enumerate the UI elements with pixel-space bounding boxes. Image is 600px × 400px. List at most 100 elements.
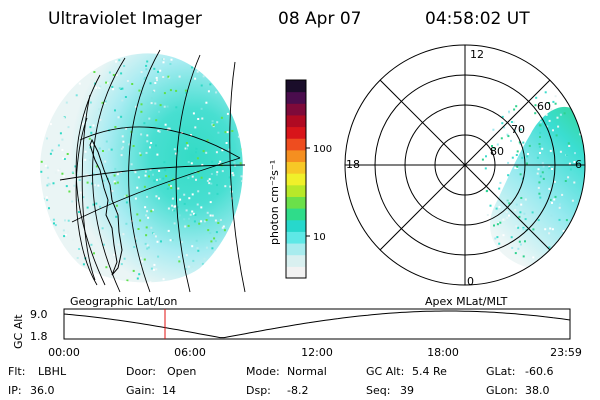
speckle-pixel [153, 89, 156, 92]
speckle-pixel [551, 265, 554, 268]
speckle-pixel [65, 185, 68, 188]
speckle-pixel [550, 214, 553, 217]
speckle-pixel [196, 70, 199, 73]
speckle-pixel [539, 136, 541, 138]
speckle-pixel [186, 144, 189, 147]
speckle-pixel [52, 182, 55, 185]
speckle-pixel [97, 184, 100, 187]
speckle-pixel [112, 88, 115, 91]
speckle-pixel [226, 96, 229, 99]
speckle-pixel [522, 141, 525, 144]
speckle-pixel [136, 277, 139, 280]
polar-panel-label: Apex MLat/MLT [425, 295, 508, 308]
speckle-pixel [84, 114, 87, 117]
altitude-ytick-high: 9.0 [30, 308, 48, 321]
speckle-pixel [89, 101, 92, 104]
speckle-pixel [115, 74, 118, 77]
speckle-pixel [519, 173, 522, 176]
speckle-pixel [175, 106, 178, 109]
speckle-pixel [567, 176, 570, 179]
speckle-pixel [120, 72, 123, 75]
speckle-pixel [517, 247, 520, 250]
speckle-pixel [522, 255, 525, 258]
speckle-pixel [528, 144, 531, 147]
speckle-pixel [78, 82, 81, 85]
speckle-pixel [103, 243, 105, 246]
speckle-pixel [247, 148, 249, 150]
speckle-pixel [168, 183, 171, 186]
speckle-pixel [254, 173, 256, 175]
speckle-pixel [122, 146, 124, 149]
speckle-pixel [513, 108, 516, 111]
speckle-pixel [98, 86, 101, 89]
speckle-pixel [587, 159, 589, 161]
speckle-pixel [197, 171, 200, 174]
speckle-pixel [209, 83, 212, 86]
speckle-pixel [239, 162, 242, 165]
speckle-pixel [195, 147, 198, 150]
speckle-pixel [154, 235, 157, 238]
coastline [89, 138, 123, 276]
speckle-pixel [536, 172, 539, 175]
speckle-pixel [526, 162, 528, 165]
speckle-pixel [224, 185, 227, 188]
speckle-pixel [516, 165, 519, 168]
speckle-pixel [62, 157, 65, 160]
speckle-pixel [496, 223, 499, 226]
speckle-pixel [171, 197, 174, 200]
speckle-pixel [490, 155, 493, 158]
mlat-label-70: 70 [511, 123, 525, 136]
date-label: 08 Apr 07 [278, 9, 361, 29]
speckle-pixel [556, 116, 559, 119]
speckle-pixel [79, 191, 82, 194]
speckle-pixel [185, 142, 188, 144]
speckle-pixel [245, 150, 247, 152]
speckle-pixel [90, 243, 93, 246]
speckle-pixel [191, 193, 194, 196]
speckle-pixel [495, 207, 498, 210]
speckle-pixel [559, 113, 562, 116]
speckle-pixel [62, 116, 65, 119]
speckle-pixel [125, 222, 128, 225]
speckle-pixel [146, 134, 149, 137]
speckle-pixel [46, 199, 49, 202]
speckle-pixel [160, 240, 162, 243]
speckle-pixel [140, 103, 143, 106]
speckle-pixel [190, 134, 192, 137]
speckle-pixel [548, 119, 551, 122]
speckle-pixel [582, 123, 585, 126]
speckle-pixel [573, 227, 576, 230]
speckle-pixel [493, 224, 495, 227]
speckle-pixel [226, 131, 229, 134]
speckle-pixel [155, 195, 158, 198]
status-ip-value: 36.0 [30, 384, 55, 397]
speckle-pixel [135, 105, 138, 108]
speckle-pixel [503, 126, 506, 129]
speckle-pixel [115, 215, 118, 218]
speckle-pixel [173, 205, 176, 208]
speckle-pixel [539, 196, 542, 199]
speckle-pixel [565, 259, 568, 262]
speckle-pixel [126, 80, 129, 82]
speckle-pixel [524, 240, 526, 243]
speckle-pixel [507, 161, 510, 164]
speckle-pixel [153, 179, 156, 182]
speckle-pixel [539, 131, 542, 134]
speckle-pixel [123, 195, 126, 198]
speckle-pixel [506, 133, 509, 136]
colorbar-cell [286, 91, 306, 104]
mlt-label-0: 0 [467, 275, 474, 288]
speckle-pixel [246, 167, 248, 169]
speckle-pixel [515, 105, 518, 108]
speckle-pixel [155, 119, 158, 122]
speckle-pixel [557, 125, 560, 128]
speckle-pixel [574, 152, 576, 155]
colorbar-cell [286, 196, 306, 209]
speckle-pixel [571, 239, 574, 242]
speckle-pixel [183, 218, 186, 221]
speckle-pixel [125, 194, 128, 197]
status-seq-label: Seq: [366, 384, 390, 397]
speckle-pixel [217, 222, 220, 224]
speckle-pixel [127, 158, 130, 161]
speckle-pixel [121, 99, 124, 102]
